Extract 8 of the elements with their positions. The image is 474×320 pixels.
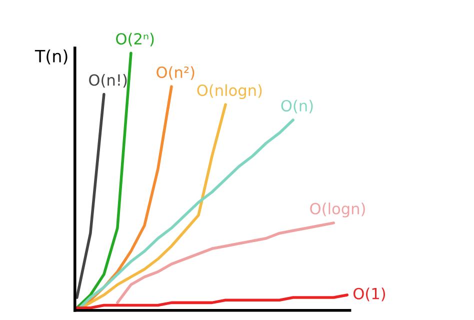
series-label: O(nlogn) xyxy=(197,84,262,100)
series-label: O(n) xyxy=(281,100,313,114)
y-axis-title: T(n) xyxy=(34,50,68,64)
series-label: O(n²) xyxy=(156,66,194,80)
series-label: O(1) xyxy=(354,288,386,302)
series-label: O(n!) xyxy=(89,74,127,88)
series-label: O(2ⁿ) xyxy=(116,32,154,46)
series-label: O(logn) xyxy=(310,202,365,218)
